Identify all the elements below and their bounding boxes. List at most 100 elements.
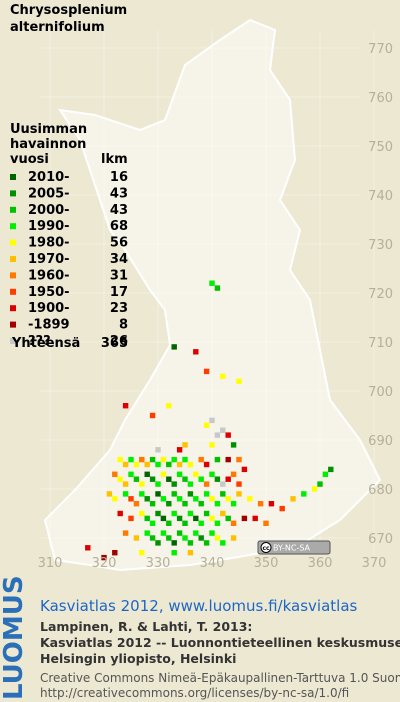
record-square: [220, 481, 226, 487]
record-square: [247, 496, 253, 502]
record-square: [139, 491, 145, 497]
legend-label: 1900-: [28, 301, 70, 316]
record-square: [144, 471, 150, 477]
brand: LUOMUS: [0, 575, 29, 700]
svg-text:cc: cc: [262, 545, 270, 552]
citation-line: Helsingin yliopisto, Helsinki: [40, 651, 236, 666]
legend-count: 8: [119, 318, 128, 333]
record-square: [203, 540, 210, 546]
record-square: [139, 510, 145, 517]
record-square: [144, 530, 150, 536]
record-square: [214, 476, 221, 482]
legend-swatch: [10, 288, 16, 295]
record-square: [203, 510, 210, 517]
legend-count: 16: [110, 170, 128, 185]
cc-badge[interactable]: cc BY-NC-SA: [257, 540, 331, 555]
record-square: [155, 481, 161, 487]
record-square: [133, 501, 140, 507]
legend-header: Uusimman: [10, 122, 87, 137]
record-square: [128, 471, 134, 477]
squares: [85, 280, 334, 561]
record-square: [209, 417, 215, 424]
record-square: [193, 530, 199, 536]
record-square: [203, 481, 210, 487]
record-square: [263, 520, 269, 526]
record-square: [171, 550, 177, 556]
license-line[interactable]: http://creativecommons.org/licenses/by-n…: [40, 686, 349, 700]
record-square: [301, 491, 307, 497]
record-square: [214, 520, 221, 526]
legend-label: 1950-: [28, 285, 70, 300]
record-square: [176, 496, 183, 502]
record-square: [149, 535, 156, 541]
legend-total-label: Yhteensä: [11, 336, 80, 351]
record-square: [220, 510, 226, 517]
record-square: [203, 491, 210, 497]
record-square: [182, 476, 188, 482]
record-square: [182, 442, 188, 448]
easting-label: 340: [200, 556, 225, 571]
record-square: [160, 456, 167, 463]
record-square: [155, 447, 161, 453]
easting-label: 360: [308, 556, 333, 571]
record-square: [214, 285, 221, 291]
badge-text: BY-NC-SA: [273, 544, 311, 553]
citation-line: Kasviatlas 2012 -- Luonnontieteellinen k…: [40, 635, 400, 650]
record-square: [182, 456, 188, 463]
legend-swatch: [10, 305, 16, 312]
record-square: [214, 456, 221, 463]
record-square: [117, 476, 123, 482]
record-square: [225, 456, 231, 463]
legend-header: vuosi: [10, 152, 49, 167]
legend-swatch: [10, 174, 16, 180]
record-square: [236, 481, 242, 487]
record-square: [133, 461, 140, 468]
legend-swatch: [10, 256, 16, 262]
northing-label: 700: [368, 385, 393, 400]
record-square: [220, 373, 226, 379]
record-square: [225, 476, 231, 482]
legend-count: 34: [110, 252, 128, 267]
record-square: [236, 491, 242, 497]
record-square: [225, 432, 231, 438]
northing-label: 710: [368, 336, 393, 351]
footer-link[interactable]: Kasviatlas 2012, www.luomus.fi/kasviatla…: [40, 597, 358, 615]
easting-label: 330: [146, 556, 171, 571]
legend-count: 68: [110, 219, 128, 234]
record-square: [160, 496, 167, 502]
legend-count: 43: [110, 203, 128, 218]
record-square: [230, 471, 237, 477]
record-square: [220, 491, 226, 497]
northing-label: 690: [368, 434, 393, 449]
legend-label: 2000-: [28, 203, 70, 218]
record-square: [187, 491, 194, 497]
record-square: [198, 456, 204, 463]
record-square: [144, 461, 150, 468]
record-square: [230, 520, 237, 526]
record-square: [214, 432, 221, 438]
record-square: [176, 515, 183, 522]
northing-label: 770: [368, 42, 393, 57]
record-square: [209, 280, 215, 286]
record-square: [214, 535, 221, 541]
record-square: [112, 471, 118, 477]
record-square: [128, 515, 134, 522]
record-square: [209, 530, 215, 536]
record-square: [160, 530, 167, 536]
record-square: [166, 461, 172, 468]
record-square: [182, 501, 188, 507]
record-square: [128, 456, 134, 463]
record-square: [139, 481, 145, 487]
legend-swatch: [10, 190, 16, 197]
record-square: [144, 496, 150, 502]
record-square: [187, 540, 194, 546]
legend-label: 2010-: [28, 170, 70, 185]
record-square: [171, 456, 177, 463]
record-square: [193, 515, 199, 522]
record-square: [85, 545, 91, 551]
record-square: [155, 461, 161, 468]
record-square: [236, 378, 242, 384]
record-square: [117, 510, 123, 517]
northing-label: 720: [368, 287, 393, 302]
record-square: [166, 403, 172, 409]
